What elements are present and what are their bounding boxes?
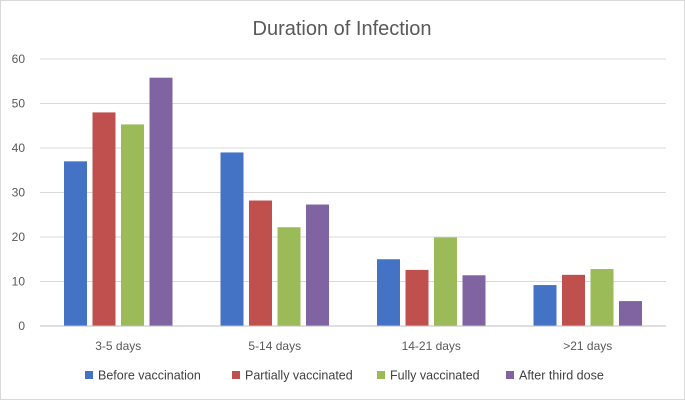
legend-label: Fully vaccinated (390, 369, 480, 383)
x-tick-label: 3-5 days (95, 339, 141, 353)
x-tick-label: >21 days (563, 339, 612, 353)
bar (277, 227, 301, 326)
legend-swatch (506, 371, 514, 379)
bar (405, 269, 429, 326)
legend: Before vaccination Partially vaccinated Fu… (85, 369, 604, 383)
x-tick-label: 14-21 days (402, 339, 461, 353)
legend-label: Partially vaccinated (245, 369, 353, 383)
bar (64, 161, 87, 326)
legend-swatch (377, 371, 385, 379)
bar (149, 77, 173, 326)
x-tick-label: 5-14 days (248, 339, 301, 353)
bar (121, 124, 144, 326)
y-tick-label: 60 (12, 52, 26, 66)
bar (377, 259, 400, 326)
legend-label: Before vaccination (98, 369, 201, 383)
bar (619, 301, 642, 326)
bar (590, 269, 614, 326)
bar (220, 152, 244, 326)
y-tick-label: 40 (12, 141, 26, 155)
bar (533, 285, 557, 326)
y-tick-label: 30 (12, 186, 26, 200)
chart-title: Duration of Infection (253, 18, 432, 40)
x-axis-ticks: 3-5 days 5-14 days 14-21 days >21 days (95, 339, 612, 353)
legend-label: After third dose (519, 369, 604, 383)
y-axis-ticks: 0 10 20 30 40 50 60 (12, 52, 26, 333)
y-tick-label: 50 (12, 97, 26, 111)
bar (434, 237, 457, 326)
gridlines (40, 58, 666, 282)
bar (249, 200, 272, 326)
legend-swatch (232, 371, 240, 379)
bar (306, 204, 329, 326)
bar (92, 112, 116, 327)
y-tick-label: 0 (18, 319, 25, 333)
y-tick-label: 10 (12, 275, 26, 289)
bars (64, 77, 642, 327)
legend-swatch (85, 371, 93, 379)
bar (562, 274, 585, 326)
bar (462, 275, 486, 326)
y-tick-label: 20 (12, 230, 26, 244)
